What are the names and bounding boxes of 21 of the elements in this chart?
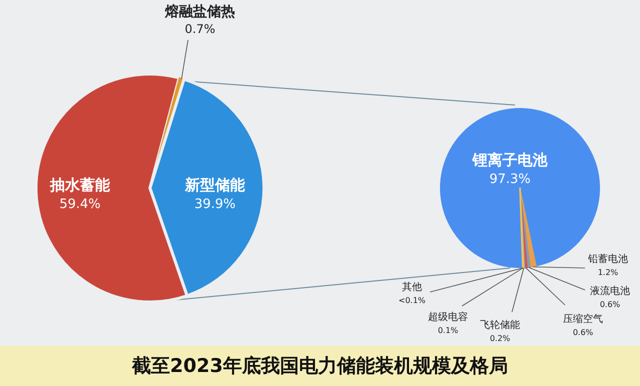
data-label: 0.6% [600, 300, 621, 309]
slice-label: 铅蓄电池 [587, 253, 628, 265]
data-label: 0.2% [490, 334, 511, 343]
text: <0.1% [398, 296, 426, 305]
text: 截至2023年底我国电力储能装机规模及格局 [131, 355, 508, 377]
data-label: 0.7% [184, 22, 216, 36]
slice-label: 液流电池 [590, 285, 630, 297]
slice-label: 飞轮储能 [480, 319, 520, 331]
slice-label: 锂离子电池 [472, 151, 548, 169]
slice-label: 超级电容 [428, 311, 468, 323]
data-label: 0.6% [572, 328, 594, 337]
slice-label: 熔融盐储热 [164, 3, 235, 20]
slice-label: 新型储能 [184, 176, 246, 194]
data-label: 59.4% [59, 197, 101, 212]
data-label: 97.3% [489, 172, 531, 187]
slice-label: 压缩空气 [563, 313, 603, 325]
category-label: 其他 [402, 282, 422, 293]
data-label: 39.9% [194, 197, 236, 212]
slice-label: 抽水蓄能 [49, 176, 111, 194]
data-label: 0.1% [438, 326, 459, 335]
data-label: 1.2% [598, 268, 619, 277]
